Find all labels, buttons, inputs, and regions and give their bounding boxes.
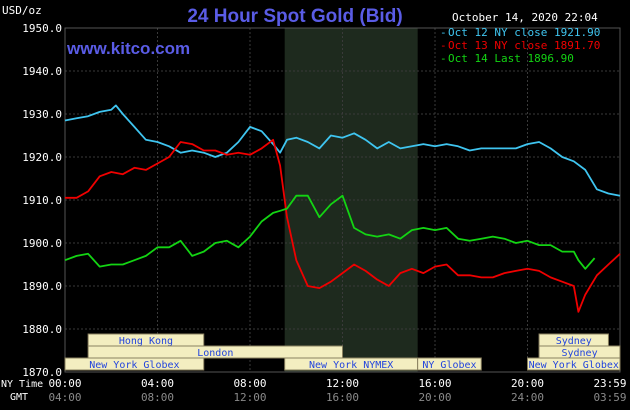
series-line-1 [65, 138, 621, 313]
x-tick-label-ny: 04:00 [141, 377, 174, 390]
x-tick-label-ny: 12:00 [326, 377, 359, 390]
session-label: New York Globex [89, 360, 179, 371]
session-bar [527, 357, 621, 371]
session-label: Hong Kong [119, 336, 173, 347]
x-tick-label-gmt: 12:00 [233, 391, 266, 404]
series-line-2 [64, 194, 596, 270]
legend-item-oct13: Oct 13 NY close 1891.70 [448, 39, 600, 52]
session-bar [64, 357, 205, 371]
x-tick-label-gmt: 20:00 [418, 391, 451, 404]
y-tick-label: 1890.0 [22, 280, 62, 293]
x-tick-label-ny: 23:59 [593, 377, 626, 390]
legend-item-oct14: Oct 14 Last 1896.90 [448, 52, 574, 65]
x-tick-label-gmt: 08:00 [141, 391, 174, 404]
session-bar [87, 345, 343, 359]
y-tick-label: 1940.0 [22, 65, 62, 78]
session-label: New York Globex [529, 360, 619, 371]
legend-item-oct12: Oct 12 NY close 1921.90 [448, 26, 600, 39]
session-label: Sydney [556, 336, 592, 347]
x-tick-label-gmt: 03:59 [593, 391, 626, 404]
plot-frame [64, 27, 621, 373]
y-axis-label: USD/oz [2, 4, 42, 17]
session-label: London [197, 348, 233, 359]
session-label: Sydney [561, 348, 597, 359]
x-tick-labels: 00:0004:0004:0008:0008:0012:0012:0016:00… [48, 377, 626, 404]
session-label: New York NYMEX [309, 360, 393, 371]
chart-title: 24 Hour Spot Gold (Bid) [187, 6, 402, 27]
x-tick-label-ny: 08:00 [233, 377, 266, 390]
series-line-0 [64, 104, 621, 197]
legend-bullet-oct14: - [440, 52, 447, 65]
x-tick-label-ny: 20:00 [511, 377, 544, 390]
y-tick-label: 1930.0 [22, 108, 62, 121]
x-tick-label-gmt: 04:00 [48, 391, 81, 404]
x-tick-label-gmt: 16:00 [326, 391, 359, 404]
y-tick-label: 1950.0 [22, 22, 62, 35]
y-tick-label: 1920.0 [22, 151, 62, 164]
session-bar [417, 357, 482, 371]
x-tick-label-ny: 00:00 [48, 377, 81, 390]
kitco-watermark: www.kitco.com [66, 39, 190, 58]
x-tick-label-ny: 16:00 [418, 377, 451, 390]
x-tick-label-gmt: 24:00 [511, 391, 544, 404]
grid-lines [64, 27, 621, 373]
y-tick-label: 1900.0 [22, 237, 62, 250]
y-tick-label: 1870.0 [22, 366, 62, 379]
legend-bullet-oct13: - [440, 39, 447, 52]
ny-time-label: NY Time [1, 379, 43, 390]
chart-timestamp: October 14, 2020 22:04 [452, 11, 598, 24]
y-tick-label: 1880.0 [22, 323, 62, 336]
legend-bullet-oct12: - [440, 26, 447, 39]
y-tick-label: 1910.0 [22, 194, 62, 207]
price-series [64, 104, 621, 313]
gmt-label: GMT [10, 392, 28, 403]
y-tick-labels: 1950.0 1940.0 1930.0 1920.0 1910.0 1900.0 1890… [22, 22, 62, 379]
session-label: NY Globex [422, 360, 476, 371]
